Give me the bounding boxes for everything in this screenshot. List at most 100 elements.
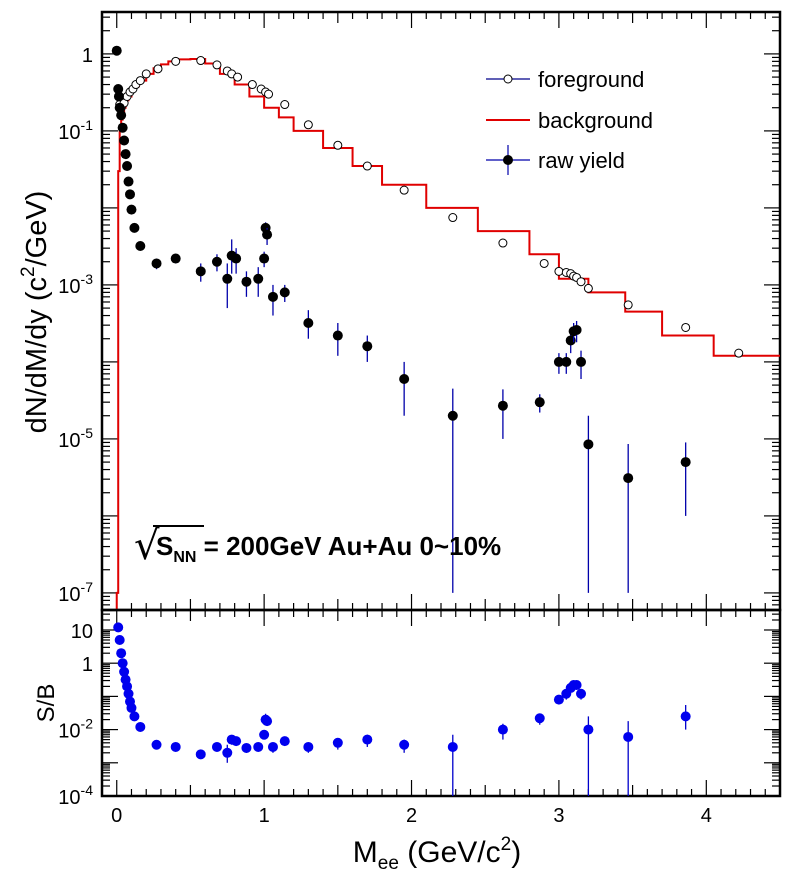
- background-step-line: [115, 57, 780, 610]
- raw-yield-point: [259, 253, 270, 264]
- legend-raw-yield-label: raw yield: [538, 148, 625, 173]
- x-axis-title: Mee (GeV/c2): [353, 834, 521, 872]
- bottom-axis-ticks: [101, 609, 781, 797]
- sb-point: [113, 622, 124, 633]
- foreground-point: [280, 100, 290, 110]
- sb-point: [680, 711, 691, 722]
- sb-point: [222, 747, 233, 758]
- raw-yield-point: [241, 276, 252, 287]
- foreground-point: [212, 60, 222, 70]
- raw-yield-point: [262, 229, 273, 240]
- sb-point: [303, 741, 314, 752]
- sb-point: [571, 680, 582, 691]
- raw-yield-point: [253, 273, 264, 284]
- raw-yield-point: [117, 122, 128, 133]
- sb-point: [253, 741, 264, 752]
- sb-point: [623, 731, 634, 742]
- sb-point: [259, 729, 270, 740]
- raw-yield-point: [267, 291, 278, 302]
- raw-yield-point: [576, 356, 587, 367]
- foreground-point: [681, 322, 691, 332]
- raw-yield-point: [534, 397, 545, 408]
- sb-point: [576, 688, 587, 699]
- annotation-sqrt-symbol: √: [134, 523, 160, 569]
- bottom-y-tick-labels: 10 1 10-2 10-4: [58, 621, 93, 809]
- sb-point: [362, 734, 373, 745]
- foreground-point: [576, 277, 586, 287]
- bottom-y-tick-label: 1: [82, 654, 93, 676]
- top-panel: 1 10-1 10-3 10-5 10-7: [58, 10, 782, 612]
- bottom-y-tick-label: 10: [71, 621, 93, 643]
- bottom-y-tick-label: 10-4: [58, 782, 93, 809]
- foreground-point: [264, 89, 274, 99]
- sb-point: [583, 724, 594, 735]
- sb-point: [151, 739, 162, 750]
- raw-yield-point: [362, 341, 373, 352]
- annotation-text: SNN = 200GeV Au+Au 0~10%: [156, 531, 501, 566]
- foreground-point: [399, 185, 409, 195]
- raw-yield-point: [231, 253, 242, 264]
- foreground-point: [171, 56, 181, 66]
- raw-yield-point: [151, 258, 162, 269]
- legend-raw-yield: raw yield: [486, 145, 625, 175]
- raw-yield-point: [129, 222, 140, 233]
- legend-raw-yield-marker: [503, 155, 513, 165]
- raw-yield-point: [561, 356, 572, 367]
- sb-point: [267, 741, 278, 752]
- foreground-point: [554, 266, 564, 276]
- raw-yield-points: [111, 45, 691, 593]
- sb-point: [129, 711, 140, 722]
- foreground-point: [135, 76, 145, 86]
- raw-yield-point: [553, 356, 564, 367]
- raw-yield-point: [332, 330, 343, 341]
- sb-point: [114, 634, 125, 645]
- sb-point: [126, 702, 137, 713]
- raw-yield-point: [135, 241, 146, 252]
- raw-yield-point: [119, 135, 130, 146]
- foreground-point: [734, 348, 744, 358]
- sb-point: [332, 737, 343, 748]
- collision-annotation: √ SNN = 200GeV Au+Au 0~10%: [134, 523, 501, 569]
- sb-point: [262, 716, 273, 727]
- sb-point: [447, 741, 458, 752]
- legend: foreground background raw yield: [486, 67, 653, 175]
- raw-yield-point: [279, 287, 290, 298]
- raw-yield-point: [111, 45, 122, 56]
- raw-yield-point: [623, 473, 634, 484]
- sb-point: [211, 741, 222, 752]
- foreground-point: [623, 300, 633, 310]
- sb-point: [231, 736, 242, 747]
- sb-point: [497, 724, 508, 735]
- raw-yield-point: [116, 110, 127, 121]
- top-plot-frame: [100, 10, 782, 612]
- raw-yield-point: [195, 266, 206, 277]
- legend-foreground-marker: [503, 74, 513, 84]
- raw-yield-point: [222, 273, 233, 284]
- raw-yield-point: [126, 204, 137, 215]
- top-y-tick-label: 10-7: [58, 579, 93, 606]
- x-tick-label: 1: [259, 805, 270, 827]
- sb-axis-title: S/B: [33, 684, 60, 723]
- background-histogram: [115, 57, 780, 610]
- raw-yield-point: [211, 256, 222, 267]
- foreground-point: [153, 64, 163, 74]
- top-y-tick-label: 1: [82, 45, 93, 67]
- x-tick-labels: 0 1 2 3 4: [111, 805, 712, 827]
- bottom-panel: 10 1 10-2 10-4 0 1 2 3 4: [58, 608, 782, 827]
- x-tick-label: 3: [553, 805, 564, 827]
- legend-foreground-label: foreground: [538, 67, 644, 92]
- y-axis-title: dN/dM/dy (c2/GeV): [18, 191, 53, 434]
- bottom-y-tick-label: 10-2: [58, 716, 93, 743]
- foreground-point: [196, 56, 206, 66]
- foreground-point: [448, 213, 458, 223]
- sb-point: [534, 713, 545, 724]
- raw-yield-point: [583, 439, 594, 450]
- sb-point: [195, 749, 206, 760]
- sb-points: [113, 622, 691, 796]
- top-y-tick-label: 10-1: [58, 117, 93, 144]
- raw-yield-point: [120, 149, 131, 160]
- legend-foreground: foreground: [486, 67, 644, 92]
- sb-point: [279, 736, 290, 747]
- sb-point: [553, 694, 564, 705]
